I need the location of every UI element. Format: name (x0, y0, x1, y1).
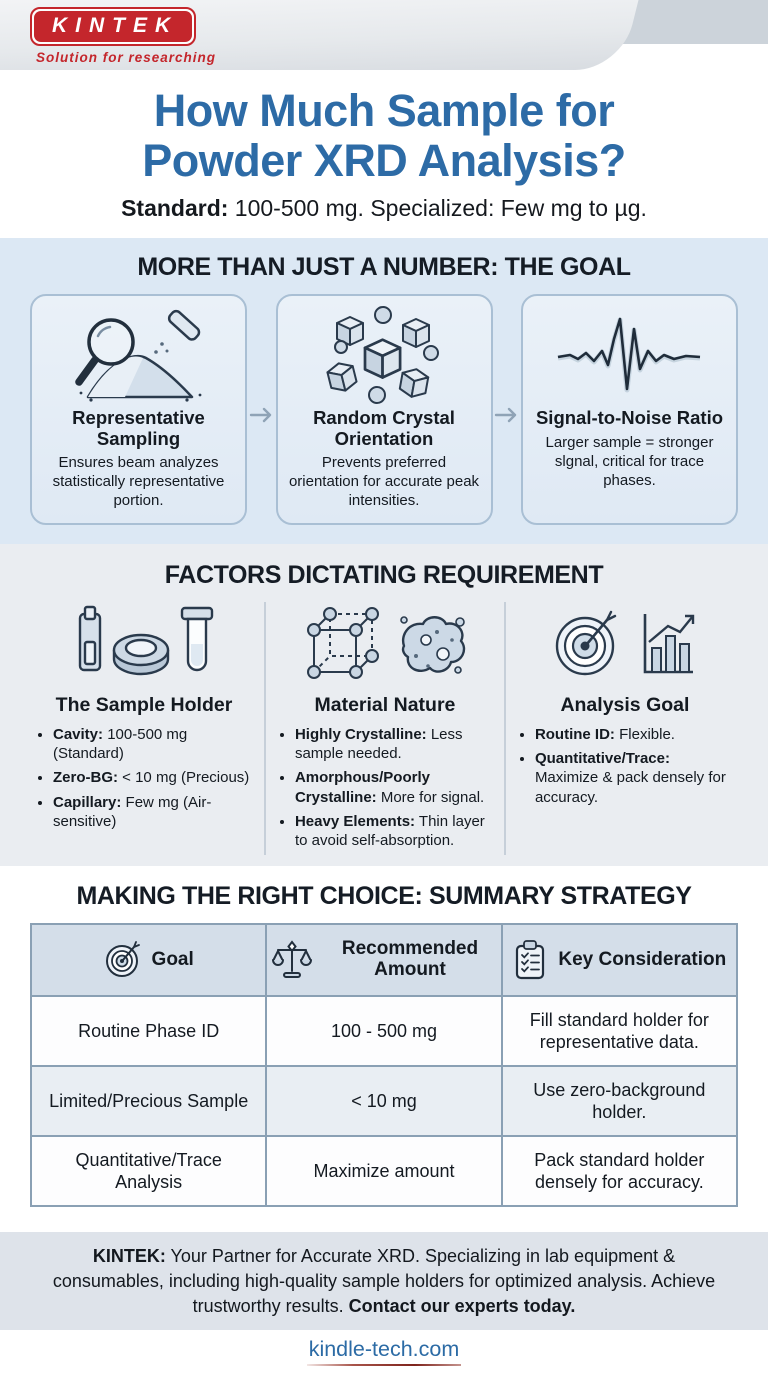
balance-scale-icon (271, 940, 313, 980)
factor-bullet-list: Cavity: 100-500 mg (Standard) Zero-BG: <… (36, 725, 252, 831)
cell-consideration: Use zero-background holder. (500, 1065, 739, 1137)
subtitle-rest: 100-500 mg. Specialized: Few mg to µg. (228, 194, 647, 221)
clipboard-checklist-icon (512, 939, 548, 981)
footer-band: KINTEK: Your Partner for Accurate XRD. S… (0, 1232, 768, 1330)
kintek-logo: KINTEK Solution for researching (30, 7, 216, 65)
footer-bold-suffix: Contact our experts today. (348, 1295, 576, 1316)
cell-amount: 100 - 500 mg (265, 995, 503, 1067)
header-band: KINTEK Solution for researching (0, 0, 768, 76)
flow-arrow-icon (494, 406, 520, 424)
bullet-item: Heavy Elements: Thin layer to avoid self… (295, 812, 492, 850)
table-header-row: Goal (29, 923, 739, 997)
header-label: Recommended Amount (341, 938, 479, 980)
factors-heading: FACTORS DICTATING REQUIREMENT (164, 561, 604, 589)
summary-section: MAKING THE RIGHT CHOICE: SUMMARY STRATEG… (0, 866, 768, 1232)
footer-body: Your Partner for Accurate XRD. Specializ… (52, 1246, 716, 1316)
header-recommended-amount: Recommended Amount (265, 923, 503, 997)
lattice-amorphous-icon (278, 602, 492, 686)
logo-tagline: Solution for researching (36, 50, 217, 65)
table-row: Quantitative/Trace Analysis Maximize amo… (29, 1135, 739, 1207)
website-row: kindle-tech.com (0, 1330, 768, 1376)
kintek-logo-text: KINTEK (34, 11, 193, 42)
footer-text: KINTEK: Your Partner for Accurate XRD. S… (44, 1244, 724, 1318)
factor-analysis-goal: Analysis Goal Routine ID: Flexible. Quan… (503, 602, 744, 856)
signal-waveform-icon (532, 304, 727, 406)
flow-arrow-icon (249, 406, 275, 424)
card-title: Signal-to-Noise Ratio (535, 407, 724, 428)
title-section: How Much Sample for Powder XRD Analysis? … (0, 76, 768, 238)
cell-goal: Quantitative/Trace Analysis (29, 1135, 268, 1207)
card-random-orientation: Random Crystal Orientation Prevents pref… (275, 294, 493, 526)
cell-amount: Maximize amount (265, 1135, 503, 1207)
target-icon (104, 941, 142, 979)
card-description: Ensures beam analyzes statistically repr… (52, 454, 225, 510)
website-link[interactable]: kindle-tech.com (306, 1337, 461, 1366)
cell-consideration: Fill standard holder for representative … (500, 995, 739, 1067)
cell-amount: < 10 mg (265, 1065, 503, 1137)
bullet-item: Routine ID: Flexible. (535, 725, 732, 744)
card-description: Larger sample = stronger slgnal, critica… (545, 433, 714, 489)
subtitle: Standard: 100-500 mg. Specialized: Few m… (0, 195, 768, 222)
crystal-cubes-icon (287, 304, 482, 406)
factor-bullet-list: Highly Crystalline: Less sample needed. … (278, 725, 492, 850)
bullet-item: Highly Crystalline: Less sample needed. (295, 725, 492, 763)
header-key-consideration: Key Consideration (500, 923, 739, 997)
bullet-item: Capillary: Few mg (Air-sensitive) (53, 793, 252, 831)
card-title: Random Crystal Orientation (313, 407, 455, 449)
title-line1: How Much Sample for (153, 85, 615, 136)
factor-material-nature: Material Nature Highly Crystalline: Less… (263, 602, 504, 856)
table-row: Routine Phase ID 100 - 500 mg Fill stand… (29, 995, 739, 1067)
goal-cards-row: Representative Sampling Ensures beam ana… (30, 294, 738, 526)
factor-title: Analysis Goal (560, 694, 690, 716)
magnifier-powder-icon (41, 304, 236, 406)
page-title: How Much Sample for Powder XRD Analysis? (0, 85, 768, 187)
header-label: Key Consideration (558, 948, 727, 970)
title-line2: Powder XRD Analysis? (142, 135, 626, 187)
goal-section: MORE THAN JUST A NUMBER: THE GOAL (0, 238, 768, 544)
footer-bold-prefix: KINTEK: (92, 1246, 166, 1266)
summary-table: Goal (29, 923, 739, 1207)
factors-section: FACTORS DICTATING REQUIREMENT (0, 544, 768, 866)
goal-heading: MORE THAN JUST A NUMBER: THE GOAL (137, 253, 631, 281)
card-representative-sampling: Representative Sampling Ensures beam ana… (30, 294, 247, 526)
factor-title: The Sample Holder (55, 694, 233, 716)
subtitle-bold: Standard: (121, 194, 229, 221)
card-title: Representative Sampling (72, 407, 205, 449)
bullet-item: Zero-BG: < 10 mg (Precious) (53, 768, 252, 787)
table-row: Limited/Precious Sample < 10 mg Use zero… (29, 1065, 739, 1137)
cell-consideration: Pack standard holder densely for accurac… (500, 1135, 739, 1207)
card-description: Prevents preferred orientation for accur… (288, 454, 480, 510)
cell-goal: Routine Phase ID (29, 995, 268, 1067)
summary-heading: MAKING THE RIGHT CHOICE: SUMMARY STRATEG… (76, 882, 692, 910)
header-label: Goal (151, 948, 194, 970)
kintek-logo-box: KINTEK (30, 7, 197, 46)
target-chart-icon (518, 602, 732, 686)
factors-columns: The Sample Holder Cavity: 100-500 mg (St… (24, 602, 744, 856)
factor-title: Material Nature (314, 694, 456, 716)
bullet-item: Quantitative/Trace: Maximize & pack dens… (535, 749, 732, 807)
cell-goal: Limited/Precious Sample (29, 1065, 268, 1137)
card-signal-noise: Signal-to-Noise Ratio Larger sample = st… (521, 294, 738, 526)
bullet-item: Cavity: 100-500 mg (Standard) (53, 725, 252, 763)
header-goal: Goal (29, 923, 268, 997)
factor-sample-holder: The Sample Holder Cavity: 100-500 mg (St… (24, 602, 264, 855)
sample-holders-icon (36, 602, 252, 686)
factor-bullet-list: Routine ID: Flexible. Quantitative/Trace… (518, 725, 732, 807)
bullet-item: Amorphous/Poorly Crystalline: More for s… (295, 768, 492, 806)
